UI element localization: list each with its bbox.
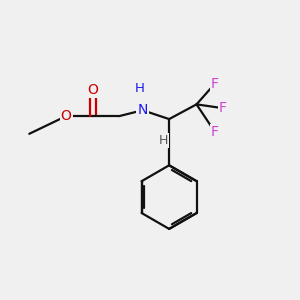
Text: H: H bbox=[135, 82, 145, 95]
Text: N: N bbox=[137, 103, 148, 117]
Text: F: F bbox=[211, 125, 219, 139]
Text: O: O bbox=[87, 82, 98, 97]
Text: F: F bbox=[211, 77, 219, 91]
Text: F: F bbox=[219, 101, 227, 115]
Text: H: H bbox=[159, 134, 168, 147]
Text: O: O bbox=[61, 109, 71, 123]
